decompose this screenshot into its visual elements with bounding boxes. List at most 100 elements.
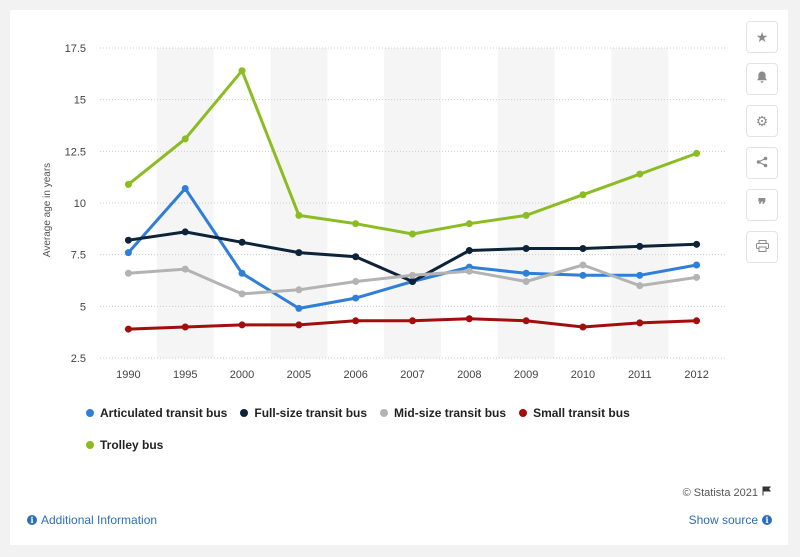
additional-information-label: Additional Information <box>41 513 158 527</box>
legend-item[interactable]: Mid-size transit bus <box>380 406 506 420</box>
settings-button[interactable]: ⚙ <box>746 105 778 137</box>
data-point[interactable] <box>295 321 303 329</box>
favorite-button[interactable]: ★ <box>746 21 778 53</box>
data-point[interactable] <box>636 319 644 327</box>
data-point[interactable] <box>352 220 360 228</box>
star-icon: ★ <box>755 28 769 45</box>
data-point[interactable] <box>579 261 587 269</box>
series-mid-size-transit-bus <box>124 261 701 298</box>
notification-button[interactable] <box>746 63 778 95</box>
bell-icon <box>756 71 768 87</box>
x-tick-label: 2009 <box>514 369 538 381</box>
data-point[interactable] <box>579 323 587 331</box>
data-point[interactable] <box>352 278 360 286</box>
legend-marker <box>380 409 389 417</box>
data-point[interactable] <box>181 185 189 193</box>
data-point[interactable] <box>352 294 360 302</box>
data-point[interactable] <box>579 271 587 279</box>
data-point[interactable] <box>124 236 132 244</box>
y-axis-ticks: 2.5 5 7.5 10 12.5 15 17.5 <box>65 43 86 365</box>
legend-item[interactable]: Trolley bus <box>86 438 163 452</box>
data-point[interactable] <box>181 323 189 331</box>
data-point[interactable] <box>522 244 530 252</box>
data-point[interactable] <box>465 247 473 255</box>
data-point[interactable] <box>636 242 644 250</box>
data-point[interactable] <box>295 211 303 219</box>
show-source-link[interactable]: Show source i <box>689 513 772 527</box>
series-full-size-transit-bus <box>124 228 701 286</box>
legend-label: Mid-size transit bus <box>394 406 507 420</box>
series-trolley-bus <box>124 67 701 238</box>
data-point[interactable] <box>124 269 132 277</box>
data-point[interactable] <box>124 325 132 333</box>
y-tick-label: 15 <box>74 95 86 107</box>
x-tick-label: 2011 <box>628 369 652 381</box>
grid-lines <box>100 47 725 359</box>
data-point[interactable] <box>409 317 416 325</box>
data-point[interactable] <box>465 220 473 228</box>
share-button[interactable] <box>746 147 778 179</box>
data-point[interactable] <box>352 317 360 325</box>
data-point[interactable] <box>465 267 473 275</box>
data-point[interactable] <box>465 315 473 323</box>
data-point[interactable] <box>238 67 246 75</box>
x-tick-label: 2010 <box>571 369 595 381</box>
data-point[interactable] <box>124 180 132 188</box>
data-point[interactable] <box>181 265 189 273</box>
info-icon: i <box>27 515 37 525</box>
data-point[interactable] <box>522 211 530 219</box>
series-group <box>124 67 701 333</box>
data-point[interactable] <box>238 290 246 298</box>
x-tick-label: 1995 <box>173 369 197 381</box>
print-icon <box>755 239 769 255</box>
legend-item[interactable]: Articulated transit bus <box>86 406 227 420</box>
legend-marker <box>86 441 94 449</box>
data-point[interactable] <box>693 317 701 325</box>
y-tick-label: 10 <box>74 198 86 210</box>
legend: Articulated transit bus Full-size transit… <box>86 406 726 452</box>
data-point[interactable] <box>238 238 246 246</box>
data-point[interactable] <box>636 170 644 178</box>
data-point[interactable] <box>693 149 701 157</box>
data-point[interactable] <box>693 261 701 269</box>
legend-item[interactable]: Full-size transit bus <box>240 406 367 420</box>
legend-label: Small transit bus <box>533 406 630 420</box>
data-point[interactable] <box>238 269 246 277</box>
data-point[interactable] <box>693 273 701 281</box>
data-point[interactable] <box>522 278 530 286</box>
legend-marker <box>86 409 94 417</box>
data-point[interactable] <box>693 240 701 248</box>
x-tick-label: 2000 <box>230 369 254 381</box>
legend-item[interactable]: Small transit bus <box>519 406 630 420</box>
data-point[interactable] <box>636 282 644 290</box>
series-small-transit-bus <box>124 315 701 333</box>
data-point[interactable] <box>295 249 303 257</box>
x-tick-label: 2012 <box>684 369 708 381</box>
data-point[interactable] <box>522 269 530 277</box>
cite-button[interactable]: ❞ <box>746 189 778 221</box>
print-button[interactable] <box>746 231 778 263</box>
data-point[interactable] <box>579 191 587 199</box>
gear-icon: ⚙ <box>755 112 769 129</box>
data-point[interactable] <box>181 135 189 143</box>
data-point[interactable] <box>409 271 416 279</box>
data-point[interactable] <box>295 286 303 294</box>
data-point[interactable] <box>352 253 360 261</box>
legend-label: Full-size transit bus <box>254 406 368 420</box>
data-point[interactable] <box>238 321 246 329</box>
y-tick-label: 2.5 <box>71 353 86 365</box>
credits[interactable]: © Statista 2021 <box>683 486 772 499</box>
y-tick-label: 12.5 <box>65 146 86 158</box>
data-point[interactable] <box>181 228 189 236</box>
data-point[interactable] <box>636 271 644 279</box>
x-tick-label: 2006 <box>343 369 367 381</box>
data-point[interactable] <box>295 304 303 312</box>
data-point[interactable] <box>522 317 530 325</box>
data-point[interactable] <box>124 249 132 257</box>
data-point[interactable] <box>579 244 587 252</box>
credits-text: © Statista 2021 <box>682 486 758 499</box>
x-tick-label: 2007 <box>400 369 424 381</box>
additional-information-link[interactable]: i Additional Information <box>27 513 157 527</box>
data-point[interactable] <box>409 230 416 238</box>
data-point[interactable] <box>409 278 416 286</box>
